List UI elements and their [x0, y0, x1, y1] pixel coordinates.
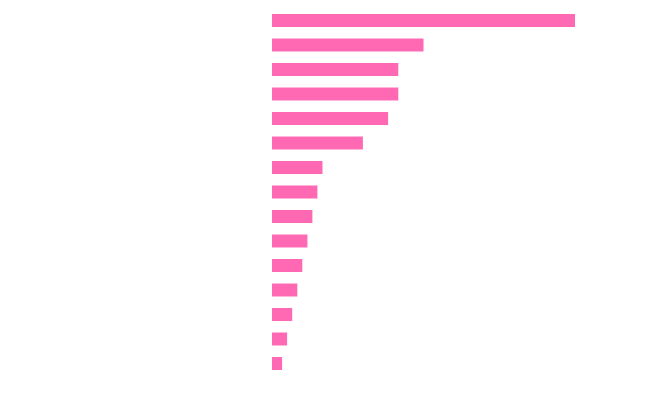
bar-8 [272, 185, 318, 199]
bar-4 [272, 87, 399, 101]
bar-12 [272, 283, 298, 297]
bar-2 [272, 38, 424, 52]
bar-5 [272, 112, 389, 125]
bar-13 [272, 308, 293, 321]
bar-3 [272, 63, 399, 76]
bar-15 [272, 357, 283, 370]
bar-14 [272, 332, 288, 346]
bar-9 [272, 210, 313, 223]
bar-series [272, 14, 575, 370]
bar-7 [272, 161, 323, 174]
bar-6 [272, 136, 363, 150]
bar-11 [272, 259, 303, 272]
bar-10 [272, 234, 308, 248]
bar-1 [272, 14, 575, 27]
